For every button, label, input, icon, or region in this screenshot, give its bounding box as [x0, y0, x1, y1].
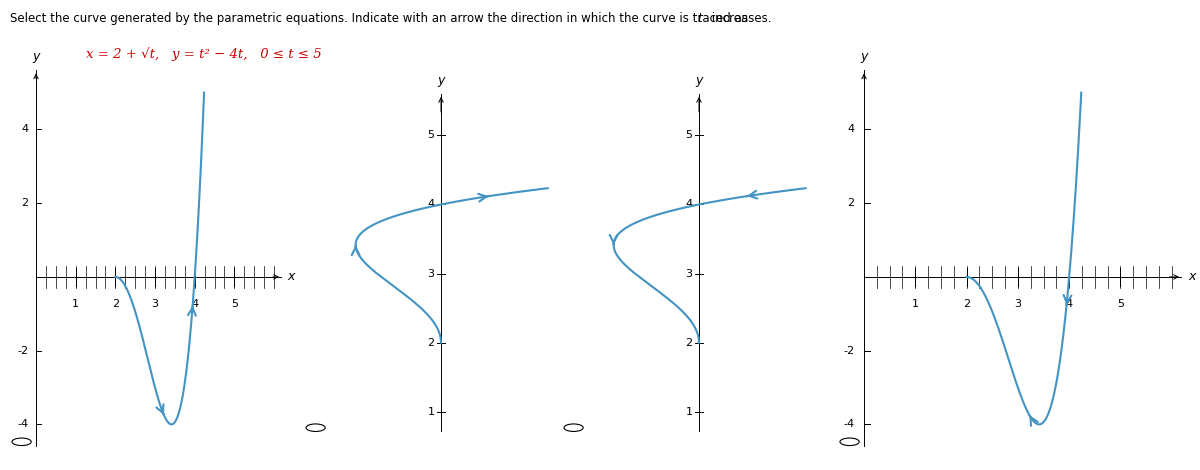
Text: t: t: [697, 12, 702, 25]
Text: 4: 4: [427, 199, 434, 210]
Text: 4: 4: [847, 125, 854, 134]
Text: 4: 4: [191, 299, 198, 309]
Text: x: x: [1188, 270, 1195, 283]
Text: 1: 1: [427, 407, 434, 417]
Text: Select the curve generated by the parametric equations. Indicate with an arrow t: Select the curve generated by the parame…: [10, 12, 751, 25]
Text: 2: 2: [964, 299, 970, 309]
Text: -4: -4: [18, 419, 29, 430]
Text: 1: 1: [912, 299, 919, 309]
Text: 4: 4: [1066, 299, 1073, 309]
Text: 5: 5: [427, 131, 434, 141]
Text: 5: 5: [230, 299, 238, 309]
Text: 1: 1: [72, 299, 79, 309]
Text: y: y: [695, 74, 703, 87]
Text: 5: 5: [1117, 299, 1124, 309]
Text: 1: 1: [685, 407, 692, 417]
Text: -2: -2: [844, 345, 854, 356]
Text: 3: 3: [1014, 299, 1021, 309]
Text: 5: 5: [685, 131, 692, 141]
Text: x: x: [287, 270, 294, 283]
Text: x = 2 + √t,   y = t² − 4t,   0 ≤ t ≤ 5: x = 2 + √t, y = t² − 4t, 0 ≤ t ≤ 5: [86, 47, 322, 61]
Text: y: y: [32, 50, 40, 63]
Text: increases.: increases.: [708, 12, 772, 25]
Text: 3: 3: [151, 299, 158, 309]
Text: 2: 2: [847, 198, 854, 208]
Text: y: y: [860, 50, 868, 63]
Text: 2: 2: [22, 198, 29, 208]
Text: 3: 3: [685, 268, 692, 279]
Text: 2: 2: [685, 337, 692, 348]
Text: 2: 2: [112, 299, 119, 309]
Text: 4: 4: [685, 199, 692, 210]
Text: y: y: [437, 74, 445, 87]
Text: 3: 3: [427, 268, 434, 279]
Text: -2: -2: [18, 345, 29, 356]
Text: 4: 4: [22, 125, 29, 134]
Text: 2: 2: [427, 337, 434, 348]
Text: -4: -4: [844, 419, 854, 430]
